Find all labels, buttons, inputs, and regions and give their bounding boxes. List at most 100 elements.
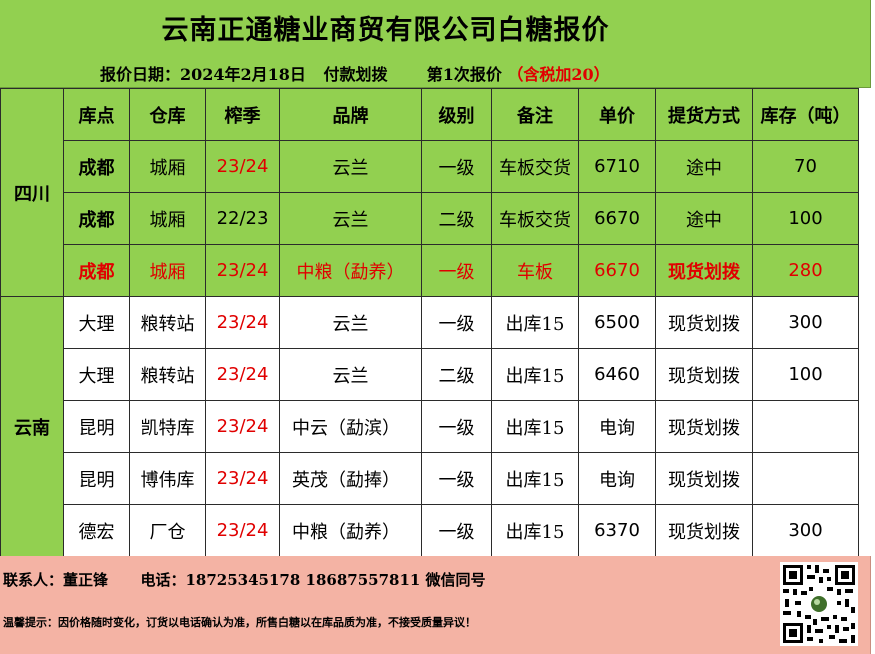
cell-price: 6370 bbox=[578, 504, 656, 557]
col-header-price: 单价 bbox=[578, 88, 656, 141]
col-header-depot: 库点 bbox=[63, 88, 130, 141]
cell-method: 途中 bbox=[655, 140, 753, 193]
page-title: 云南正通糖业商贸有限公司白糖报价 bbox=[161, 15, 610, 46]
quote-round: 第1次报价 bbox=[426, 65, 502, 84]
table-row: 成都 城厢 23/24 云兰 一级 车板交货 6710 途中 70 bbox=[1, 140, 859, 193]
table-row: 昆明 凯特库 23/24 中云（勐滨） 一级 出库15 电询 现货划拨 bbox=[1, 400, 859, 453]
cell-stock: 70 bbox=[752, 140, 859, 193]
header-banner: 云南正通糖业商贸有限公司白糖报价 报价日期：2024年2月18日 付款划拨 第1… bbox=[0, 0, 871, 88]
cell-season: 23/24 bbox=[205, 296, 280, 349]
cell-brand: 中云（勐滨） bbox=[279, 400, 422, 453]
cell-warehouse: 粮转站 bbox=[129, 348, 206, 401]
table-row: 云南 大理 粮转站 23/24 云兰 一级 出库15 6500 现货划拨 300 bbox=[0, 296, 859, 557]
price-table: 四川 库点 仓库 榨季 品牌 级别 备注 单价 提货方式 库存（吨） 成都 城厢… bbox=[0, 88, 859, 557]
cell-note: 出库15 bbox=[491, 348, 579, 401]
col-header-method: 提货方式 bbox=[655, 88, 753, 141]
cell-warehouse: 厂仓 bbox=[129, 504, 206, 557]
cell-method: 途中 bbox=[655, 192, 753, 245]
cell-depot: 成都 bbox=[63, 140, 130, 193]
cell-method: 现货划拨 bbox=[655, 244, 753, 297]
cell-warehouse: 凯特库 bbox=[129, 400, 206, 453]
cell-stock: 300 bbox=[752, 296, 859, 349]
table-row: 成都 城厢 23/24 中粮（勐养） 一级 车板 6670 现货划拨 280 bbox=[1, 244, 859, 297]
cell-price: 电询 bbox=[578, 400, 656, 453]
cell-note: 出库15 bbox=[491, 452, 579, 505]
cell-warehouse: 城厢 bbox=[129, 244, 206, 297]
cell-stock bbox=[752, 452, 859, 505]
cell-warehouse: 城厢 bbox=[129, 192, 206, 245]
cell-depot: 德宏 bbox=[63, 504, 130, 557]
cell-grade: 二级 bbox=[421, 348, 492, 401]
footer-banner: 联系人：董正锋 电话：18725345178 18687557811 微信同号 … bbox=[0, 556, 871, 654]
cell-season: 23/24 bbox=[205, 348, 280, 401]
cell-grade: 一级 bbox=[421, 400, 492, 453]
cell-brand: 中粮（勐养） bbox=[279, 504, 422, 557]
cell-note: 车板交货 bbox=[491, 192, 579, 245]
cell-depot: 成都 bbox=[63, 244, 130, 297]
cell-season: 23/24 bbox=[205, 452, 280, 505]
region-yunnan: 云南 bbox=[0, 296, 64, 557]
cell-warehouse: 博伟库 bbox=[129, 452, 206, 505]
cell-season: 23/24 bbox=[205, 244, 280, 297]
table-row: 大理 粮转站 23/24 云兰 二级 出库15 6460 现货划拨 100 bbox=[1, 348, 859, 401]
contact-phone: 电话：18725345178 18687557811 微信同号 bbox=[140, 571, 486, 589]
cell-note: 出库15 bbox=[491, 400, 579, 453]
cell-note: 车板 bbox=[491, 244, 579, 297]
cell-season: 23/24 bbox=[205, 504, 280, 557]
cell-depot: 大理 bbox=[63, 348, 130, 401]
cell-price: 6670 bbox=[578, 192, 656, 245]
col-header-brand: 品牌 bbox=[279, 88, 422, 141]
cell-method: 现货划拨 bbox=[655, 348, 753, 401]
cell-price: 6460 bbox=[578, 348, 656, 401]
cell-grade: 一级 bbox=[421, 452, 492, 505]
cell-method: 现货划拨 bbox=[655, 400, 753, 453]
cell-method: 现货划拨 bbox=[655, 504, 753, 557]
col-header-stock: 库存（吨） bbox=[752, 88, 859, 141]
table-row: 德宏 厂仓 23/24 中粮（勐养） 一级 出库15 6370 现货划拨 300 bbox=[1, 504, 859, 557]
cell-depot: 昆明 bbox=[63, 400, 130, 453]
cell-brand: 云兰 bbox=[279, 296, 422, 349]
cell-note: 车板交货 bbox=[491, 140, 579, 193]
cell-price: 6670 bbox=[578, 244, 656, 297]
contact-person: 联系人：董正锋 bbox=[3, 571, 109, 589]
table-header-row: 四川 库点 仓库 榨季 品牌 级别 备注 单价 提货方式 库存（吨） bbox=[0, 88, 859, 297]
cell-note: 出库15 bbox=[491, 504, 579, 557]
cell-stock: 280 bbox=[752, 244, 859, 297]
col-header-season: 榨季 bbox=[205, 88, 280, 141]
cell-stock: 300 bbox=[752, 504, 859, 557]
quote-subtitle: 报价日期：2024年2月18日 付款划拨 第1次报价 （含税加20） bbox=[100, 61, 610, 85]
cell-price: 电询 bbox=[578, 452, 656, 505]
cell-brand: 云兰 bbox=[279, 140, 422, 193]
qr-code-icon bbox=[780, 562, 858, 646]
cell-season: 23/24 bbox=[205, 400, 280, 453]
cell-stock bbox=[752, 400, 859, 453]
cell-brand: 中粮（勐养） bbox=[279, 244, 422, 297]
cell-season: 23/24 bbox=[205, 140, 280, 193]
cell-depot: 大理 bbox=[63, 296, 130, 349]
warm-tip: 温馨提示：因价格随时变化，订货以电话确认为准，所售白糖以在库品质为准，不接受质量… bbox=[3, 616, 476, 629]
col-header-note: 备注 bbox=[491, 88, 579, 141]
cell-price: 6710 bbox=[578, 140, 656, 193]
cell-warehouse: 粮转站 bbox=[129, 296, 206, 349]
table-row: 昆明 博伟库 23/24 英茂（勐捧） 一级 出库15 电询 现货划拨 bbox=[1, 452, 859, 505]
col-header-warehouse: 仓库 bbox=[129, 88, 206, 141]
quote-date: 报价日期：2024年2月18日 bbox=[100, 65, 306, 84]
cell-method: 现货划拨 bbox=[655, 452, 753, 505]
region-sichuan: 四川 bbox=[0, 88, 64, 297]
cell-note: 出库15 bbox=[491, 296, 579, 349]
cell-grade: 一级 bbox=[421, 140, 492, 193]
cell-price: 6500 bbox=[578, 296, 656, 349]
cell-grade: 一级 bbox=[421, 244, 492, 297]
cell-season: 22/23 bbox=[205, 192, 280, 245]
cell-brand: 英茂（勐捧） bbox=[279, 452, 422, 505]
cell-grade: 二级 bbox=[421, 192, 492, 245]
cell-depot: 成都 bbox=[63, 192, 130, 245]
cell-brand: 云兰 bbox=[279, 192, 422, 245]
tax-note: （含税加20） bbox=[507, 65, 610, 84]
cell-warehouse: 城厢 bbox=[129, 140, 206, 193]
cell-brand: 云兰 bbox=[279, 348, 422, 401]
cell-depot: 昆明 bbox=[63, 452, 130, 505]
payment-method: 付款划拨 bbox=[323, 65, 388, 84]
cell-grade: 一级 bbox=[421, 296, 492, 349]
cell-stock: 100 bbox=[752, 348, 859, 401]
